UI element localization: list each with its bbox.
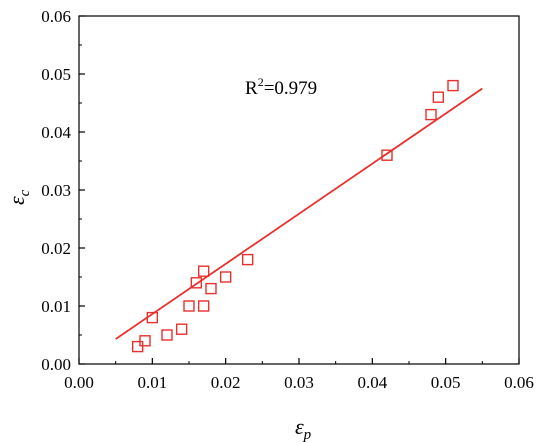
fit-line-group — [115, 87, 483, 340]
y-axis-title: εc — [4, 189, 33, 205]
data-point — [139, 335, 151, 347]
y-axis-ticks: 0.00 0.01 0.02 0.03 0.04 0.05 0.06 — [41, 7, 85, 374]
x-tick-label: 0.00 — [64, 373, 94, 392]
data-point — [161, 329, 173, 341]
y-tick-label: 0.02 — [41, 239, 71, 258]
data-points — [131, 79, 459, 353]
data-point — [197, 300, 210, 312]
x-tick-label: 0.01 — [137, 373, 167, 392]
data-point — [381, 149, 393, 161]
data-point — [241, 253, 254, 266]
x-tick-label: 0.06 — [504, 373, 534, 392]
data-point — [447, 79, 459, 92]
data-point — [175, 323, 188, 335]
y-tick-label: 0.05 — [41, 65, 71, 84]
y-tick-label: 0.04 — [41, 123, 71, 142]
y-tick-label: 0.00 — [41, 355, 71, 374]
data-point — [190, 277, 203, 289]
x-tick-label: 0.05 — [431, 373, 461, 392]
fit-line — [115, 87, 483, 340]
data-point — [146, 311, 159, 324]
x-tick-label: 0.03 — [284, 373, 314, 392]
data-point — [432, 91, 445, 103]
data-point — [219, 271, 232, 283]
data-point — [425, 108, 437, 121]
plot-frame — [78, 15, 520, 365]
data-point — [131, 340, 144, 353]
y-tick-label: 0.03 — [41, 181, 71, 200]
y-tick-label: 0.01 — [41, 297, 71, 316]
r-squared-annotation: R2=0.979 — [245, 75, 317, 99]
data-point — [197, 265, 210, 277]
x-tick-label: 0.02 — [211, 373, 241, 392]
plot-border — [78, 15, 520, 365]
x-axis-ticks: 0.00 0.01 0.02 0.03 0.04 0.05 0.06 — [64, 358, 534, 392]
x-axis-title: εp — [295, 414, 312, 443]
data-point — [183, 300, 195, 312]
data-point — [205, 282, 217, 295]
x-tick-label: 0.04 — [357, 373, 387, 392]
y-tick-label: 0.06 — [41, 7, 71, 26]
